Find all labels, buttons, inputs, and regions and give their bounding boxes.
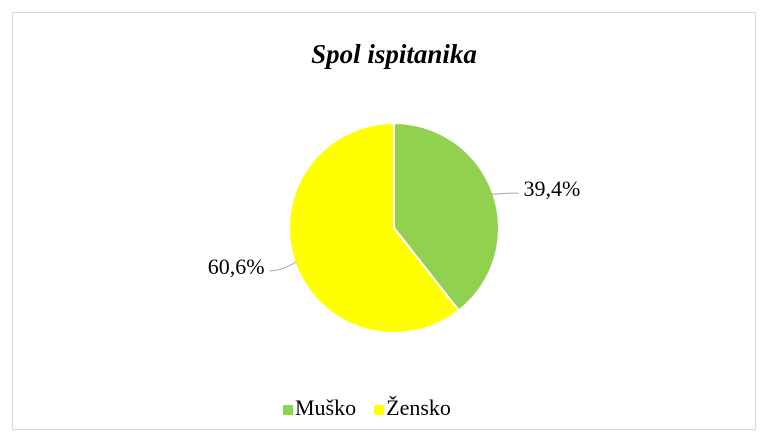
legend-swatch <box>283 405 293 415</box>
legend-label: Žensko <box>386 395 451 420</box>
legend-label: Muško <box>295 395 356 420</box>
chart-title: Spol ispitanika <box>311 39 477 69</box>
leader-line <box>269 261 297 272</box>
data-label: 60,6% <box>208 254 265 279</box>
leader-line <box>491 192 519 195</box>
data-label: 39,4% <box>523 176 580 201</box>
legend-swatch <box>374 405 385 415</box>
